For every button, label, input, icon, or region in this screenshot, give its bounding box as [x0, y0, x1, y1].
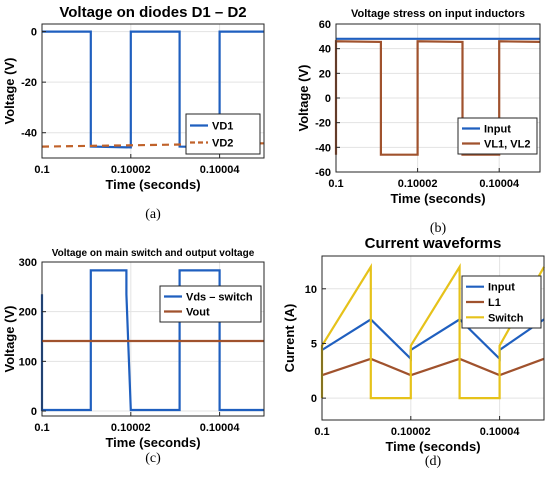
series-line-vd1: [42, 30, 264, 149]
panel-caption: (c): [145, 451, 161, 466]
panel-caption: (a): [145, 207, 161, 222]
series-line-l1: [321, 357, 545, 377]
legend-label: VL1, VL2: [484, 139, 530, 151]
legend: Vds – switch Vout: [159, 285, 262, 323]
legend-box: [457, 117, 538, 155]
x-tick-label: 0.1: [34, 422, 49, 434]
legend-label: L1: [488, 297, 501, 309]
axes-frame: [321, 255, 545, 421]
legend-label: VD1: [212, 121, 233, 133]
panel-caption: (b): [430, 221, 447, 236]
legend: Input L1 Switch: [461, 275, 542, 329]
x-tick-label: 0.10002: [391, 426, 431, 438]
axes-frame: [41, 261, 265, 417]
x-axis-label: Time (seconds): [390, 191, 485, 206]
panel-caption: (d): [425, 454, 442, 469]
plot-area: [42, 262, 264, 416]
y-tick-label: -60: [315, 167, 331, 179]
x-tick-label: 0.10002: [111, 164, 151, 176]
y-tick-label: 60: [319, 19, 331, 31]
chart-panel-3: 0.1 0.10002 0.10004 0 5 10 Current waveforms Ti…: [282, 235, 545, 469]
y-tick-label: 10: [305, 284, 317, 296]
axes-frame: [41, 23, 265, 159]
y-tick-label: 0: [31, 27, 37, 39]
chart-title: Voltage on diodes D1 – D2: [59, 4, 246, 21]
chart-panel-1: 0.1 0.10002 0.10004 -60 -40 -20 0 20 40 60 Voltage…: [296, 8, 541, 236]
y-tick-label: -40: [21, 128, 37, 140]
legend-label: VD2: [212, 138, 233, 150]
x-tick-label: 0.10004: [479, 178, 520, 190]
y-tick-label: 40: [319, 44, 331, 56]
y-tick-label: 5: [311, 338, 317, 350]
x-tick-label: 0.10004: [480, 426, 521, 438]
chart-panel-0: 0.1 0.10002 0.10004 -40 -20 0 Voltage on diode…: [2, 4, 265, 222]
y-tick-label: -20: [315, 118, 331, 130]
legend-label: Vout: [186, 307, 210, 319]
chart-title: Voltage stress on input inductors: [351, 8, 525, 20]
y-axis-label: Current (A): [282, 304, 297, 373]
x-tick-label: 0.10004: [200, 422, 241, 434]
x-tick-label: 0.10002: [398, 178, 438, 190]
legend: Input VL1, VL2: [457, 117, 538, 155]
y-axis-label: Voltage (V): [296, 65, 311, 132]
legend-label: Switch: [488, 312, 524, 324]
chart-title: Current waveforms: [365, 235, 502, 252]
y-tick-label: 300: [19, 257, 37, 269]
series-line-vl1-vl2: [334, 40, 541, 156]
x-tick-label: 0.1: [328, 178, 343, 190]
legend-box: [185, 113, 261, 155]
y-tick-label: 200: [19, 307, 37, 319]
y-tick-label: 20: [319, 68, 331, 80]
x-tick-label: 0.10002: [111, 422, 151, 434]
chart-title: Voltage on main switch and output voltag…: [52, 248, 255, 259]
x-axis-label: Time (seconds): [105, 435, 200, 450]
y-tick-label: 0: [325, 93, 331, 105]
y-tick-label: 0: [31, 406, 37, 418]
legend-box: [159, 285, 262, 323]
series-line-vds-switch: [40, 269, 264, 412]
y-tick-label: 0: [311, 393, 317, 405]
legend-label: Vds – switch: [186, 292, 253, 304]
x-axis-label: Time (seconds): [105, 177, 200, 192]
y-tick-label: -40: [315, 142, 331, 154]
legend-label: Input: [488, 282, 515, 294]
y-tick-label: -20: [21, 77, 37, 89]
chart-panel-2: 0.1 0.10002 0.10004 0 100 200 300 Voltage on ma…: [2, 248, 265, 466]
series-line-switch: [320, 263, 545, 400]
x-axis-label: Time (seconds): [385, 439, 480, 454]
y-axis-label: Voltage (V): [2, 58, 17, 125]
y-tick-label: 100: [19, 356, 37, 368]
y-axis-label: Voltage (V): [2, 306, 17, 373]
x-tick-label: 0.1: [314, 426, 329, 438]
x-tick-label: 0.10004: [200, 164, 241, 176]
legend-label: Input: [484, 124, 511, 136]
x-tick-label: 0.1: [34, 164, 49, 176]
